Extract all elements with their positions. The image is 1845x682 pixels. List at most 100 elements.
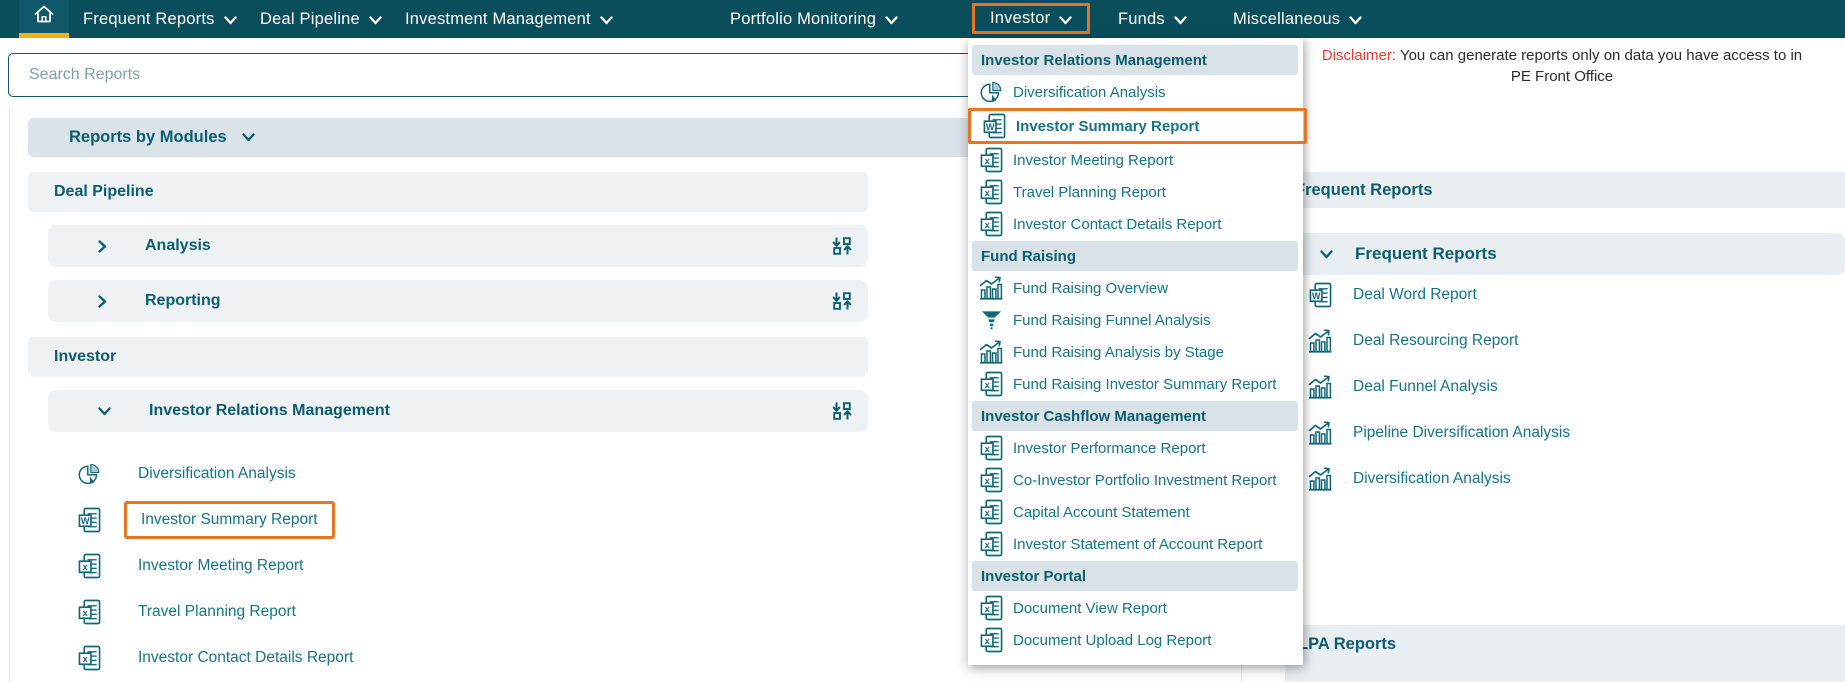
report-link-investor-meeting-report[interactable]: x Investor Meeting Report — [48, 543, 668, 589]
dropdown-item-fund-raising-analysis-by-stage[interactable]: Fund Raising Analysis by Stage — [968, 336, 1303, 368]
nav-item-deal-pipeline[interactable]: Deal Pipeline — [260, 0, 382, 38]
group-label: Analysis — [145, 237, 211, 254]
disclaimer-text: Disclaimer: You can generate reports onl… — [1292, 45, 1832, 87]
nav-item-frequent-reports[interactable]: Frequent Reports — [83, 0, 237, 38]
reorder-icon[interactable] — [832, 291, 852, 311]
report-link-travel-planning-report[interactable]: x Travel Planning Report — [48, 589, 668, 635]
nav-item-investment-management[interactable]: Investment Management — [405, 0, 613, 38]
word-doc-icon: W — [76, 507, 102, 533]
pie-chart-icon — [978, 80, 1004, 105]
svg-text:x: x — [984, 444, 989, 454]
dropdown-section-header-investor-relations-management: Investor Relations Management — [972, 45, 1298, 75]
dropdown-item-investor-statement-of-account-report[interactable]: x Investor Statement of Account Report — [968, 528, 1303, 560]
dropdown-item-travel-planning-report[interactable]: x Travel Planning Report — [968, 176, 1303, 208]
dropdown-item-label: Fund Raising Investor Summary Report — [1013, 375, 1277, 393]
report-link-label: Investor Summary Report — [124, 501, 335, 539]
chevron-down-icon — [600, 16, 613, 25]
dropdown-item-investor-contact-details-report[interactable]: x Investor Contact Details Report — [968, 208, 1303, 240]
dropdown-item-label: Fund Raising Funnel Analysis — [1013, 311, 1211, 329]
chevron-right-icon — [98, 294, 107, 308]
module-bar-investor: Investor — [28, 337, 868, 377]
disclaimer-line1: You can generate reports only on data yo… — [1399, 47, 1803, 64]
nav-item-label: Investor — [990, 9, 1051, 27]
bar-chart-icon — [1307, 467, 1333, 491]
dropdown-item-capital-account-statement[interactable]: x Capital Account Statement — [968, 496, 1303, 528]
dropdown-item-label: Capital Account Statement — [1013, 503, 1190, 521]
reorder-icon[interactable] — [832, 401, 852, 421]
reorder-icon[interactable] — [832, 236, 852, 256]
frequent-report-link-diversification-analysis[interactable]: Diversification Analysis — [1285, 456, 1845, 502]
dropdown-item-co-investor-portfolio-investment-report[interactable]: x Co-Investor Portfolio Investment Report — [968, 464, 1303, 496]
svg-text:W: W — [985, 122, 994, 132]
nav-item-home[interactable] — [19, 0, 69, 38]
nav-item-label: Investment Management — [405, 9, 591, 28]
dropdown-item-label: Travel Planning Report — [1013, 183, 1166, 201]
nav-item-funds[interactable]: Funds — [1118, 0, 1187, 38]
excel-doc-icon: x — [978, 179, 1004, 205]
bar-chart-icon — [1307, 421, 1333, 445]
bar-chart-icon — [1307, 329, 1333, 353]
excel-doc-icon: x — [978, 371, 1004, 397]
dropdown-item-investor-summary-report[interactable]: W Investor Summary Report — [968, 108, 1307, 144]
chevron-down-icon — [1059, 15, 1072, 25]
excel-doc-icon: x — [978, 467, 1004, 493]
dropdown-section-header-label: Investor Relations Management — [981, 51, 1207, 69]
dropdown-item-investor-meeting-report[interactable]: x Investor Meeting Report — [968, 144, 1303, 176]
frequent-report-link-deal-word-report[interactable]: W Deal Word Report — [1285, 272, 1845, 318]
dropdown-section-header-fund-raising: Fund Raising — [972, 241, 1298, 271]
dropdown-section-header-label: Fund Raising — [981, 247, 1076, 265]
chevron-down-icon — [1174, 16, 1187, 25]
report-link-investor-contact-details-report[interactable]: x Investor Contact Details Report — [48, 635, 668, 681]
excel-doc-icon: x — [978, 499, 1004, 525]
svg-text:x: x — [984, 508, 989, 518]
dropdown-item-fund-raising-investor-summary-report[interactable]: x Fund Raising Investor Summary Report — [968, 368, 1303, 400]
excel-doc-icon: x — [76, 553, 102, 579]
frequent-report-link-pipeline-diversification-analysis[interactable]: Pipeline Diversification Analysis — [1285, 410, 1845, 456]
svg-text:x: x — [984, 540, 989, 550]
report-link-investor-summary-report[interactable]: W Investor Summary Report — [48, 497, 668, 543]
svg-text:x: x — [984, 380, 989, 390]
pie-chart-icon — [76, 462, 102, 487]
reports-by-modules-title: Reports by Modules — [69, 128, 227, 146]
dropdown-item-fund-raising-overview[interactable]: Fund Raising Overview — [968, 272, 1303, 304]
svg-text:x: x — [984, 636, 989, 646]
home-icon — [33, 4, 55, 29]
dropdown-item-investor-performance-report[interactable]: x Investor Performance Report — [968, 432, 1303, 464]
report-link-label: Travel Planning Report — [138, 603, 296, 620]
report-link-diversification-analysis[interactable]: Diversification Analysis — [48, 451, 668, 497]
nav-item-label: Frequent Reports — [83, 9, 215, 28]
word-doc-icon: W — [1307, 282, 1333, 308]
group-row-investor-relations-management[interactable]: Investor Relations Management — [48, 390, 868, 432]
frequent-reports-section-header[interactable]: Frequent Reports — [1285, 172, 1845, 208]
svg-text:W: W — [80, 516, 89, 526]
dropdown-item-label: Fund Raising Analysis by Stage — [1013, 343, 1224, 361]
frequent-report-link-label: Deal Word Report — [1353, 286, 1477, 303]
chevron-right-icon — [98, 239, 107, 253]
svg-text:x: x — [984, 156, 989, 166]
excel-doc-icon: x — [76, 645, 102, 671]
frequent-reports-group-row[interactable]: Frequent Reports — [1285, 233, 1845, 275]
dropdown-item-document-upload-log-report[interactable]: x Document Upload Log Report — [968, 624, 1303, 656]
excel-doc-icon: x — [76, 599, 102, 625]
module-bar-deal-pipeline: Deal Pipeline — [28, 172, 868, 212]
dropdown-item-label: Document View Report — [1013, 599, 1167, 617]
svg-text:x: x — [82, 608, 87, 618]
dropdown-item-label: Investor Contact Details Report — [1013, 215, 1222, 233]
nav-item-portfolio-monitoring[interactable]: Portfolio Monitoring — [730, 0, 898, 38]
dropdown-section-header-investor-cashflow-management: Investor Cashflow Management — [972, 401, 1298, 431]
dropdown-item-diversification-analysis[interactable]: Diversification Analysis — [968, 76, 1303, 108]
frequent-report-link-deal-funnel-analysis[interactable]: Deal Funnel Analysis — [1285, 364, 1845, 410]
frequent-report-link-deal-resourcing-report[interactable]: Deal Resourcing Report — [1285, 318, 1845, 364]
dropdown-item-document-view-report[interactable]: x Document View Report — [968, 592, 1303, 624]
dropdown-item-label: Co-Investor Portfolio Investment Report — [1013, 471, 1277, 489]
group-row-reporting[interactable]: Reporting — [48, 280, 868, 322]
svg-text:W: W — [1311, 291, 1320, 301]
lpa-reports-section-header[interactable]: LPA Reports — [1285, 625, 1845, 682]
nav-item-investor[interactable]: Investor — [972, 3, 1091, 34]
dropdown-section-header-label: Investor Portal — [981, 567, 1087, 585]
dropdown-item-fund-raising-funnel-analysis[interactable]: Fund Raising Funnel Analysis — [968, 304, 1303, 336]
frequent-reports-section-title: Frequent Reports — [1295, 180, 1433, 199]
report-link-label: Investor Contact Details Report — [138, 649, 354, 666]
nav-item-miscellaneous[interactable]: Miscellaneous — [1233, 0, 1362, 38]
group-row-analysis[interactable]: Analysis — [48, 225, 868, 267]
